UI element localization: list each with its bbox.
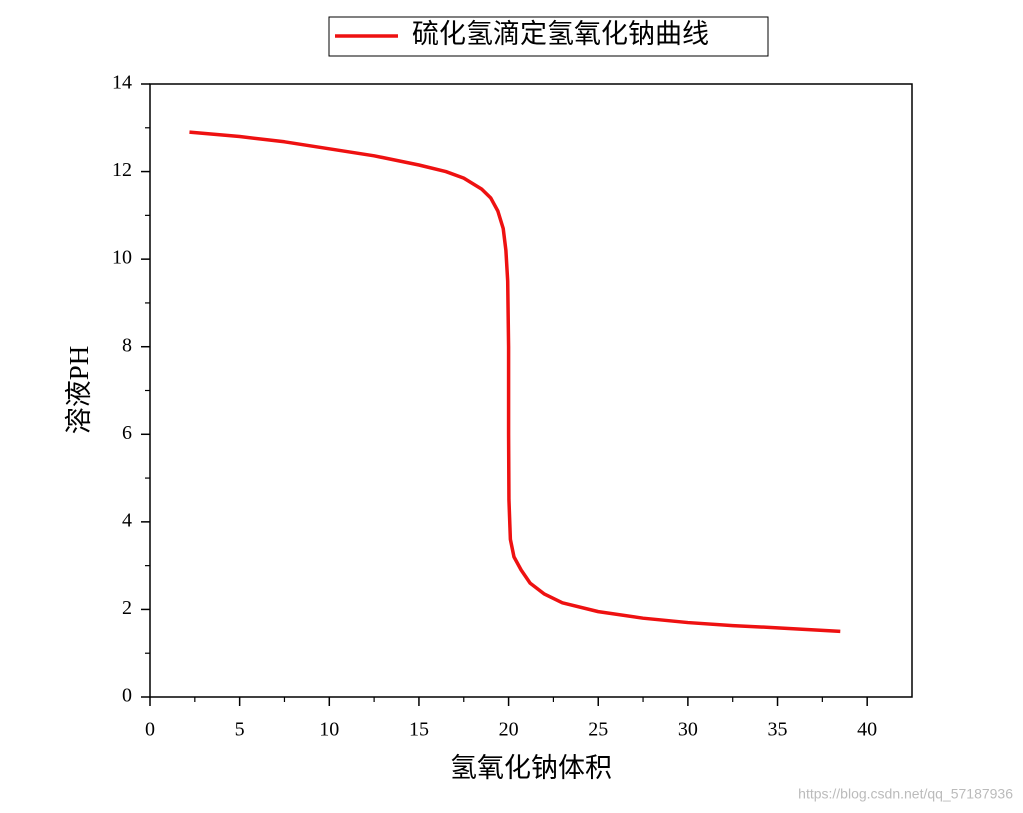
x-tick-label: 20 <box>499 719 519 741</box>
y-tick-label: 10 <box>112 247 132 269</box>
x-tick-label: 30 <box>678 719 698 741</box>
y-tick-label: 12 <box>112 159 132 181</box>
y-tick-label: 0 <box>122 685 132 707</box>
x-tick-label: 0 <box>145 719 155 741</box>
y-tick-label: 8 <box>122 334 132 356</box>
x-tick-label: 15 <box>409 719 429 741</box>
x-axis-title: 氢氧化钠体积 <box>450 753 612 783</box>
plot-frame <box>149 83 913 698</box>
legend-box <box>328 16 769 57</box>
watermark: https://blog.csdn.net/qq_57187936 <box>798 786 1013 802</box>
x-tick-label: 5 <box>235 719 245 741</box>
x-tick-label: 35 <box>768 719 788 741</box>
y-tick-label: 4 <box>122 509 132 531</box>
y-tick-label: 6 <box>122 422 132 444</box>
x-tick-label: 25 <box>588 719 608 741</box>
x-tick-label: 40 <box>857 719 877 741</box>
y-tick-label: 2 <box>122 597 132 619</box>
y-tick-label: 14 <box>112 72 132 94</box>
y-axis-title: 溶液PH <box>64 346 94 435</box>
data-line <box>189 130 841 634</box>
x-tick-label: 10 <box>319 719 339 741</box>
legend-label: 硫化氢滴定氢氧化钠曲线 <box>412 19 709 49</box>
